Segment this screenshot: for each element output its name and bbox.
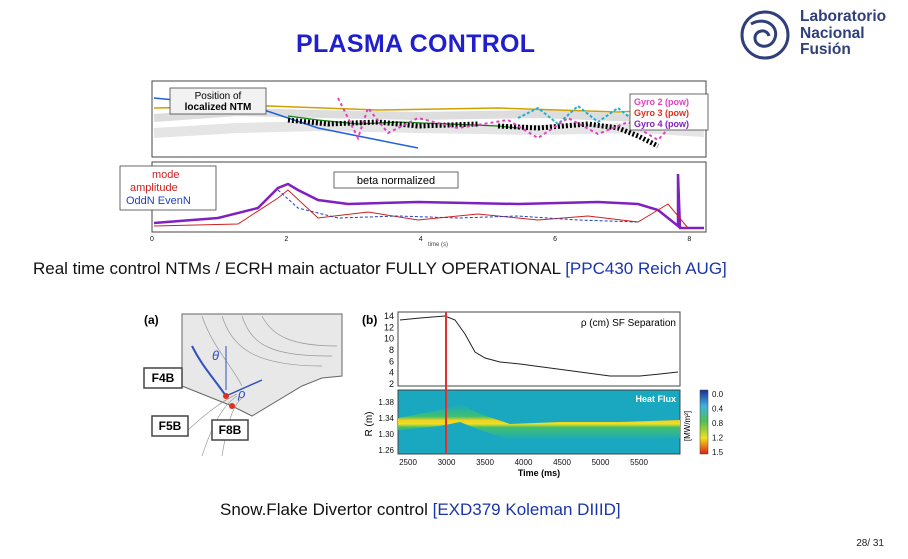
heatflux-x-tick-label: 3500 <box>476 458 494 467</box>
sf-y-tick-label: 10 <box>384 334 394 344</box>
mode-label-line3: OddN EvenN <box>126 195 191 207</box>
logo-text: Laboratorio Nacional Fusión <box>800 8 887 59</box>
heatflux-y-tick-label: 1.30 <box>378 430 394 439</box>
logo-line-2: Nacional <box>800 24 865 42</box>
ntm-control-figure: Position of localized NTM Gyro 2 (pow) G… <box>118 78 710 248</box>
sf-trace <box>399 315 679 377</box>
heatflux-y-tick-label: 1.38 <box>378 398 394 407</box>
colorbar-ticks: 0.0 0.4 0.8 1.2 1.5 <box>712 390 724 457</box>
heatflux-ylabel: R (m) <box>364 412 375 437</box>
divertor-geometry-figure: (a) θ ρ F4B F5B F8B <box>142 306 356 466</box>
sf-y-tick-label: 6 <box>389 356 394 366</box>
sf-y-tick-label: 2 <box>389 379 394 389</box>
ntm-label-line1: Position of <box>195 91 242 102</box>
fig2b-label: (b) <box>362 313 377 327</box>
ntm-label-line2: localized NTM <box>185 102 252 113</box>
heatflux-band <box>398 404 680 440</box>
heatflux-x-axis: 2500 3000 3500 4000 4500 5000 5500 <box>399 458 648 467</box>
f4b-label: F4B <box>152 371 175 385</box>
f4b-box <box>143 367 183 389</box>
mode-label-line1: mode <box>152 169 180 181</box>
colorbar-label: [MW/m²] <box>683 411 692 441</box>
beta-label-box <box>333 171 459 189</box>
heatflux-x-tick-label: 2500 <box>399 458 417 467</box>
f5b-label: F5B <box>159 419 182 433</box>
gyro-legend-box <box>629 93 709 131</box>
heatflux-x-tick-label: 5000 <box>592 458 610 467</box>
rho-symbol: ρ <box>237 386 246 401</box>
bottom-plot-traces <box>153 173 704 230</box>
fig1-x-tick-label: 6 <box>553 236 557 243</box>
f8b-label: F8B <box>219 423 242 437</box>
sf-y-tick-label: 8 <box>389 345 394 355</box>
heatflux-x-tick-label: 3000 <box>438 458 456 467</box>
f8b-box <box>211 419 249 441</box>
heatflux-x-tick-label: 4500 <box>553 458 571 467</box>
gyro-legend-item: Gyro 2 (pow) <box>634 97 689 107</box>
fig2a-label: (a) <box>144 313 159 327</box>
caption-snowflake: Snow.Flake Divertor control [EXD379 Kole… <box>220 500 621 520</box>
caption-snowflake-text: Snow.Flake Divertor control <box>220 500 433 519</box>
heatflux-title: Heat Flux <box>635 394 676 404</box>
fig1-x-tick-label: 0 <box>150 236 154 243</box>
fig1-x-tick-label: 8 <box>687 236 691 243</box>
colorbar-tick-label: 0.4 <box>712 405 724 414</box>
theta-symbol: θ <box>212 348 219 363</box>
sf-y-tick-label: 14 <box>384 311 394 321</box>
gyro-legend-item: Gyro 3 (pow) <box>634 108 689 118</box>
fig1-x-axis: 0 2 4 6 8 <box>150 236 691 243</box>
lnf-logo <box>740 10 790 60</box>
mode-label-line2: amplitude <box>130 182 178 194</box>
caption-ntm-ref: [PPC430 Reich AUG] <box>565 259 727 278</box>
colorbar-tick-label: 0.0 <box>712 390 724 399</box>
f5b-box <box>151 415 189 437</box>
fig1-xlabel: time (s) <box>428 242 448 248</box>
logo-line-3: Fusión <box>800 41 851 58</box>
colorbar-tick-label: 1.2 <box>712 434 724 443</box>
caption-snowflake-ref: [EXD379 Koleman DIIID] <box>432 500 621 519</box>
heatflux-x-tick-label: 4000 <box>515 458 533 467</box>
colorbar-tick-label: 1.5 <box>712 448 724 457</box>
page-number: 28/ 31 <box>856 538 884 549</box>
fig1-x-tick-label: 2 <box>284 236 288 243</box>
heatflux-y-axis: 1.38 1.34 1.30 1.26 <box>378 398 394 455</box>
sf-title: ρ (cm) SF Separation <box>581 318 676 329</box>
sf-y-tick-label: 12 <box>384 322 394 332</box>
colorbar-tick-label: 0.8 <box>712 419 724 428</box>
heatflux-y-tick-label: 1.26 <box>378 446 394 455</box>
colorbar <box>699 389 709 455</box>
caption-ntm-text: Real time control NTMs / ECRH main actua… <box>33 259 566 278</box>
sf-y-tick-label: 4 <box>389 368 394 378</box>
gyro-legend-item: Gyro 4 (pow) <box>634 119 689 129</box>
slide-title: PLASMA CONTROL <box>296 30 536 58</box>
heatflux-y-tick-label: 1.34 <box>378 414 394 423</box>
logo-line-1: Laboratorio <box>800 8 887 25</box>
fig1-x-tick-label: 4 <box>419 236 423 243</box>
ntm-label-box <box>169 87 267 115</box>
beta-label: beta normalized <box>357 175 435 187</box>
mode-label-box <box>119 165 217 211</box>
caption-ntm: Real time control NTMs / ECRH main actua… <box>33 259 727 279</box>
heatflux-xlabel: Time (ms) <box>518 468 560 478</box>
heatflux-x-tick-label: 5500 <box>630 458 648 467</box>
